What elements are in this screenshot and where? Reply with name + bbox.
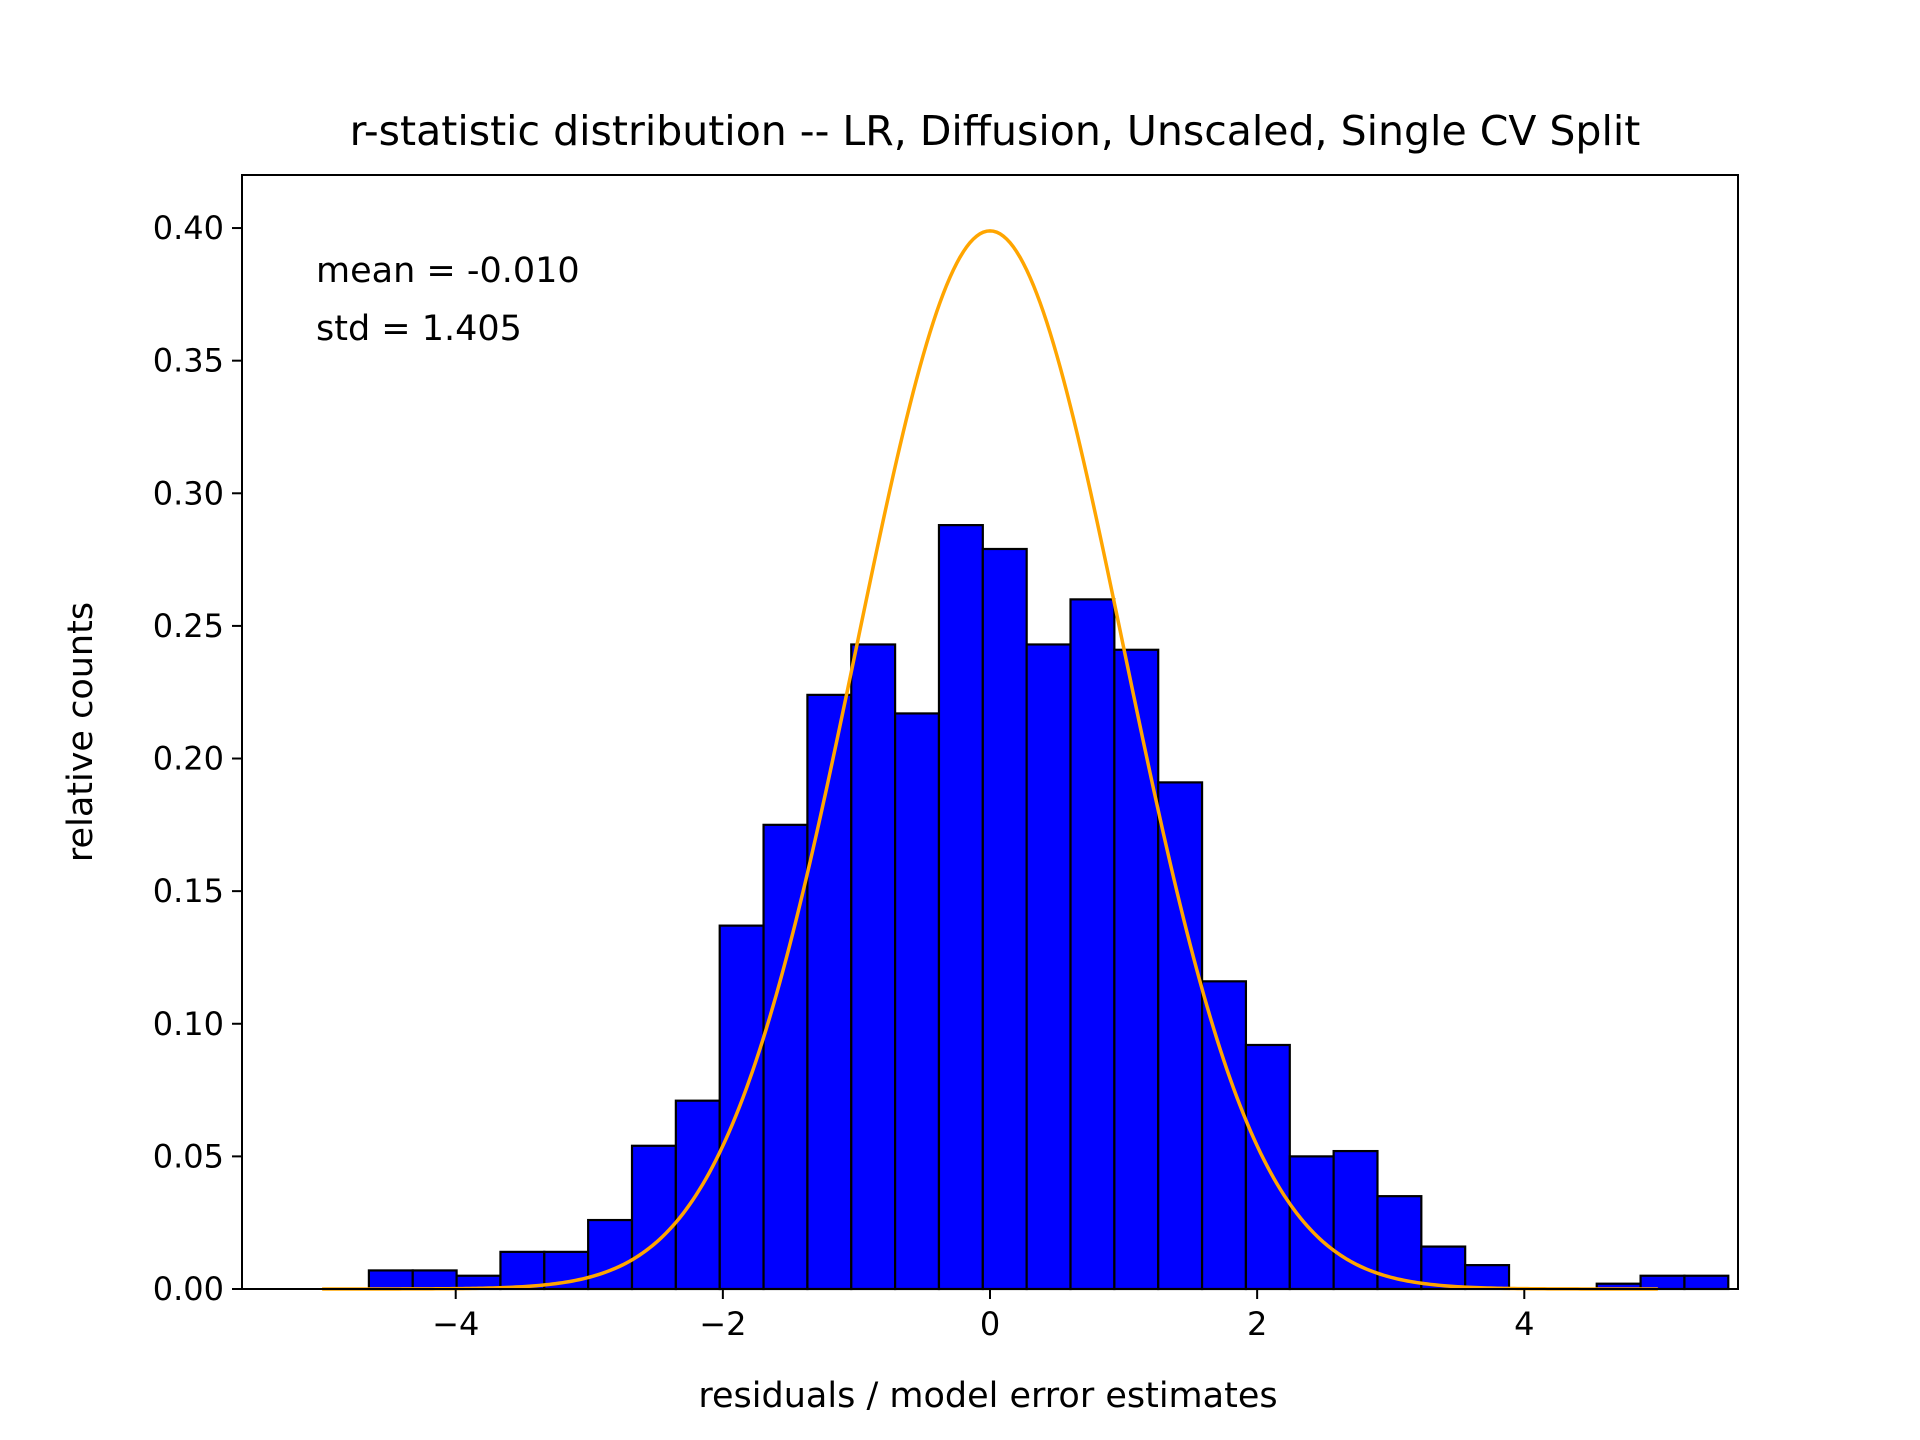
- chart-title: r-statistic distribution -- LR, Diffusio…: [350, 107, 1641, 155]
- histogram-bar: [806, 693, 853, 1291]
- y-tick-label: 0.40: [153, 209, 224, 247]
- y-tick-label: 0.15: [153, 872, 224, 910]
- normal-pdf-curve: [322, 229, 1658, 1291]
- y-tick-label: 0.25: [153, 607, 224, 645]
- histogram-bars: [367, 524, 1730, 1291]
- histogram-bar: [1683, 1274, 1730, 1291]
- y-tick-label: 0.05: [153, 1137, 224, 1175]
- histogram-bar: [981, 547, 1028, 1291]
- y-tick-label: 0.00: [153, 1270, 224, 1308]
- histogram-bar: [1639, 1274, 1686, 1291]
- x-axis-label: residuals / model error estimates: [698, 1376, 1277, 1416]
- histogram-bar: [937, 524, 984, 1291]
- x-tick-label: 4: [1514, 1305, 1534, 1343]
- y-axis-label: relative counts: [61, 602, 101, 862]
- histogram-bar: [367, 1269, 414, 1291]
- std-annotation: std = 1.405: [316, 309, 522, 349]
- histogram-bar: [630, 1144, 677, 1291]
- histogram-bar: [718, 924, 765, 1291]
- y-tick-label: 0.10: [153, 1005, 224, 1043]
- histogram-bar: [587, 1218, 634, 1291]
- y-axis-ticks: 0.00 0.05 0.10 0.15 0.20 0.25 0.30 0.35 0.40: [153, 209, 242, 1308]
- mean-annotation: mean = -0.010: [316, 251, 580, 291]
- x-tick-label: −2: [699, 1305, 746, 1343]
- histogram-bar: [1113, 648, 1160, 1291]
- histogram-bar: [1464, 1264, 1511, 1291]
- histogram-bar: [894, 712, 941, 1291]
- histogram-bar: [1288, 1155, 1335, 1291]
- histogram-bar: [1069, 598, 1116, 1291]
- y-tick-label: 0.30: [153, 474, 224, 512]
- x-axis-ticks: −4 −2 0 2 4: [432, 1289, 1534, 1343]
- histogram-bar: [1025, 643, 1072, 1291]
- histogram-bar: [850, 643, 897, 1291]
- histogram-bar: [1332, 1149, 1379, 1291]
- x-tick-label: 2: [1247, 1305, 1267, 1343]
- x-tick-label: −4: [432, 1305, 479, 1343]
- y-tick-label: 0.20: [153, 740, 224, 778]
- histogram-bar: [1157, 781, 1204, 1291]
- histogram-bar: [499, 1250, 546, 1291]
- histogram-bar: [411, 1269, 458, 1291]
- histogram-bar: [1200, 980, 1248, 1291]
- x-tick-label: 0: [980, 1305, 1000, 1343]
- y-tick-label: 0.35: [153, 342, 224, 380]
